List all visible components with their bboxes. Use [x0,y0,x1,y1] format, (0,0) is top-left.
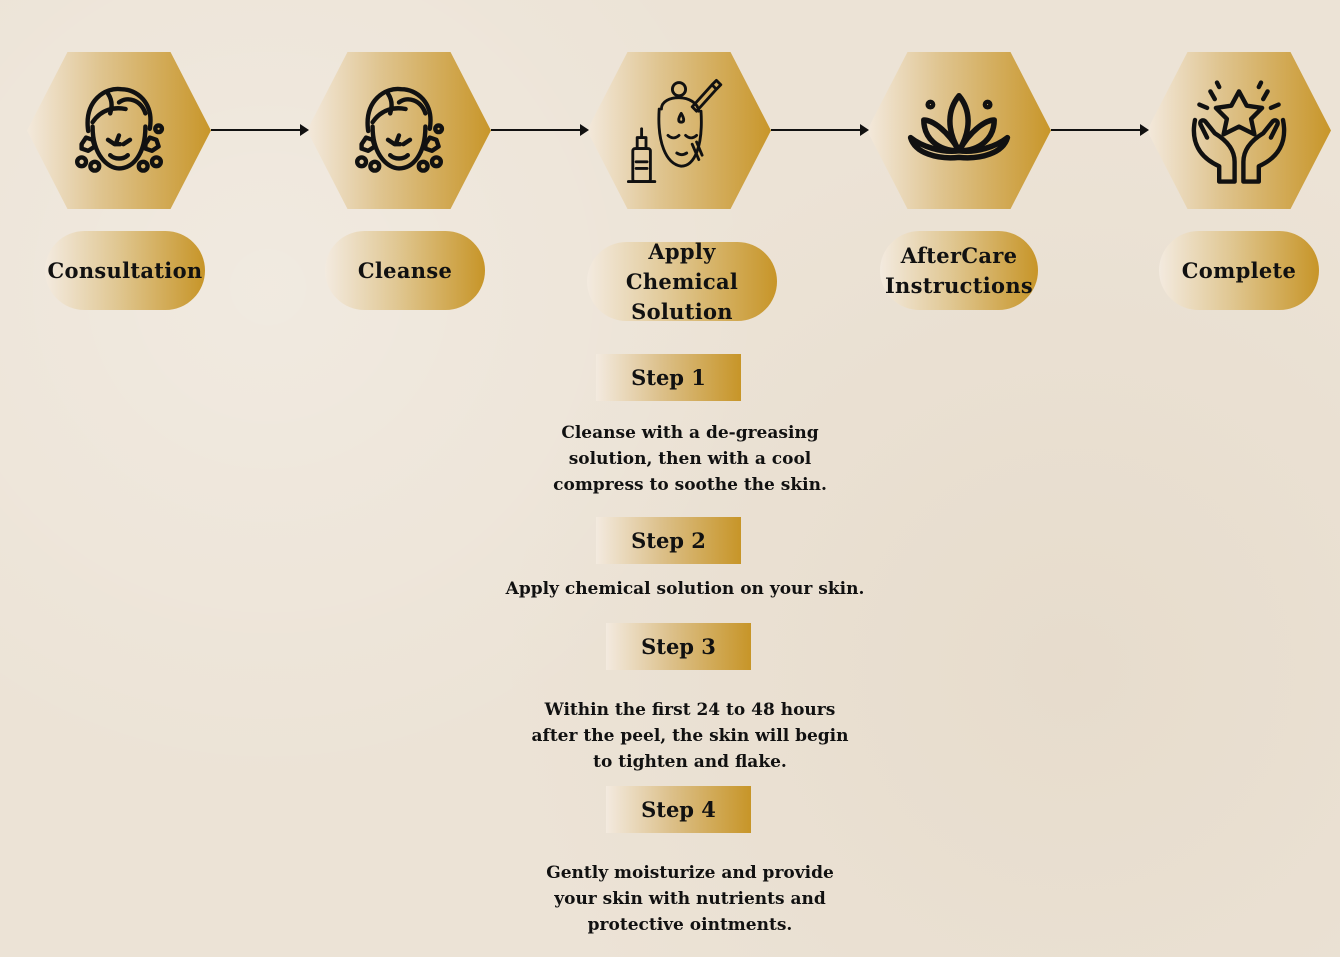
arrow-connector [1051,124,1149,136]
step-1-description: Cleanse with a de-greasing solution, the… [553,423,827,495]
step-3-description: Within the first 24 to 48 hours after th… [531,700,849,772]
step-4-heading: Step 4 [606,786,751,833]
step-2-description: Apply chemical solution on your skin. [505,579,865,599]
stage-cleanse-hex [307,52,491,209]
face-towel-icon [75,86,165,173]
stage-label-aftercare: AfterCare Instructions [880,231,1038,310]
stage-label-complete: Complete [1159,231,1319,310]
step-2-heading: Step 2 [596,517,741,564]
stage-complete-hex [1147,52,1331,209]
stage-aftercare-hex [867,52,1051,209]
face-dropper-icon [626,78,723,183]
face-towel-icon [355,86,445,173]
lotus-icon [907,92,1011,161]
arrow-connector [491,124,589,136]
arrow-connector [771,124,869,136]
arrow-connector [211,124,309,136]
stage-apply-hex [587,52,771,209]
step-4-description: Gently moisturize and provide your skin … [546,863,834,935]
stage-consultation-hex [27,52,211,209]
stage-label-consultation: Consultation [45,231,205,310]
stage-label-cleanse: Cleanse [325,231,485,310]
step-3-heading: Step 3 [606,623,751,670]
stage-label-apply: Apply Chemical Solution [587,239,777,324]
step-1-heading: Step 1 [596,354,741,401]
hands-star-icon [1191,79,1287,184]
